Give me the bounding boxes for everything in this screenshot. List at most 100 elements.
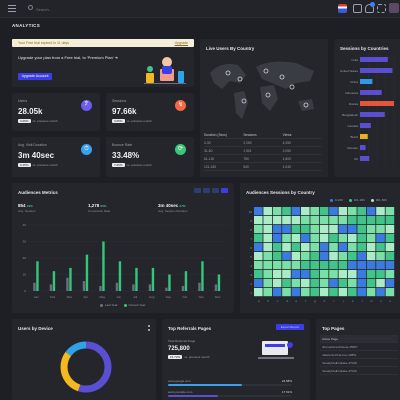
column-label: a: [258, 299, 260, 303]
filter-chip[interactable]: [212, 188, 219, 193]
bar: [151, 267, 155, 291]
search-input[interactable]: [36, 4, 86, 14]
users-by-device-card: Users by Device: [12, 319, 156, 400]
metric-badge: 37%: [179, 204, 186, 208]
bar: [360, 156, 370, 161]
export-report-button[interactable]: Export Report: [276, 324, 304, 330]
column-header: Sessions: [243, 132, 257, 137]
bar: [115, 282, 119, 291]
bell-icon[interactable]: [365, 4, 374, 13]
column-label: n: [380, 299, 382, 303]
bar-label: United States: [340, 69, 359, 73]
table-row[interactable]: /themesbrand/skote-25867: [320, 343, 398, 351]
stat-badge: 0.45%: [18, 163, 31, 167]
upgrade-account-button[interactable]: Upgrade Account: [18, 73, 52, 80]
heatmap-cell: [348, 207, 357, 216]
top-pages-table: Active Page /themesbrand/skote-25867 /da…: [320, 335, 398, 375]
heatmap-cell: [338, 270, 348, 279]
heatmap-cell: [272, 261, 282, 270]
heatmap-cell: [282, 243, 291, 252]
stat-delta: 0.45% vs. previous month: [18, 163, 58, 167]
row-label: 4: [250, 264, 252, 268]
heatmap-cell: [263, 207, 272, 216]
heatmap-cell: [385, 234, 395, 243]
heatmap-cell: [291, 225, 301, 234]
bounce-icon: ⟳: [175, 144, 186, 155]
table-cell: 1,600: [282, 156, 291, 161]
sessions-by-country-title: Sessions by Countries: [340, 46, 389, 51]
legend-label: 301-500: [375, 198, 387, 202]
heatmap-cell: [357, 234, 366, 243]
heatmap-cell: [385, 261, 395, 270]
bar: [360, 101, 394, 106]
heatmap-cell: [310, 288, 319, 297]
heatmap-cell: [291, 243, 301, 252]
bar: [135, 267, 138, 291]
metric-value: 854: [18, 203, 26, 208]
heatmap-cell: [366, 288, 376, 297]
more-icon[interactable]: [148, 325, 150, 331]
period-filter: [194, 188, 228, 193]
metric-summary-item: 1,278 60% Conversion Rate: [88, 203, 158, 213]
referral-pct: 17.51%: [281, 390, 292, 394]
heatmap-cell: [357, 207, 366, 216]
referral-row[interactable]: www.google.com 24.58%: [168, 379, 292, 386]
heatmap-cell: [282, 270, 291, 279]
heatmap-cell: [385, 207, 395, 216]
legend-item: 0-100: [330, 198, 343, 202]
heatmap-cell: [338, 261, 348, 270]
trial-notice: Your Free trial expired in 11 days Upgra…: [12, 39, 194, 47]
heatmap-cell: [301, 288, 310, 297]
heatmap-cell: [385, 225, 395, 234]
column-label: j: [342, 299, 344, 303]
x-tick-label: Aug: [149, 295, 155, 299]
heatmap-cell: [338, 279, 348, 288]
filter-chip[interactable]: [203, 188, 210, 193]
flag-icon[interactable]: [338, 4, 347, 13]
grid-icon[interactable]: [353, 4, 362, 13]
expand-icon[interactable]: [377, 4, 386, 13]
stat-badge: 3.05%: [112, 119, 125, 123]
referral-pct: 24.58%: [281, 379, 292, 383]
column-header: Views: [282, 132, 292, 137]
heatmap-cell: [319, 243, 329, 252]
heatmap-cell: [338, 216, 348, 225]
heatmap-cell: [366, 270, 376, 279]
x-tick-label: Feb: [50, 295, 56, 299]
heatmap-cell: [348, 243, 357, 252]
referral-row[interactable]: www.youtube.com 17.51%: [168, 390, 292, 397]
metric-badge: 60%: [100, 204, 107, 208]
bar: [360, 90, 382, 95]
heatmap-cell: [254, 288, 263, 297]
table-row[interactable]: /steadyhkdkr/drake-47029: [320, 367, 398, 375]
heatmap-cell: [272, 270, 282, 279]
table-row[interactable]: /steadyhkdkr/drake-47028: [320, 359, 398, 367]
heatmap-cell: [319, 270, 329, 279]
menu-icon[interactable]: [8, 5, 16, 12]
table-row[interactable]: /dashonic/chat-box-43851: [320, 351, 398, 359]
bar: [85, 254, 89, 291]
heatmap-cell: [376, 270, 385, 279]
filter-chip-active[interactable]: [221, 188, 228, 193]
heatmap-cell: [376, 243, 385, 252]
bar-label: India: [351, 58, 358, 62]
heatmap-cell: [366, 261, 376, 270]
search-box[interactable]: [28, 4, 88, 14]
avatar[interactable]: [389, 3, 399, 13]
heatmap-cell: [263, 225, 272, 234]
table-cell: 2,250: [243, 140, 252, 145]
heatmap-cell: [319, 216, 329, 225]
heatmap-cell: [254, 270, 263, 279]
heatmap-cell: [348, 225, 357, 234]
page-title: ANALYTICS: [12, 23, 41, 28]
table-cell: 4,250: [282, 140, 291, 145]
heatmap-cell: [348, 234, 357, 243]
table-header: Duration (Secs) Sessions Views: [204, 131, 322, 139]
trial-upgrade-link[interactable]: Upgrade: [174, 41, 188, 45]
world-map[interactable]: [200, 53, 326, 127]
pie-slice: [60, 341, 112, 393]
heatmap-cell: [357, 261, 366, 270]
heatmap-cell: [272, 288, 282, 297]
heatmap-cell: [254, 243, 263, 252]
filter-chip[interactable]: [194, 188, 201, 193]
